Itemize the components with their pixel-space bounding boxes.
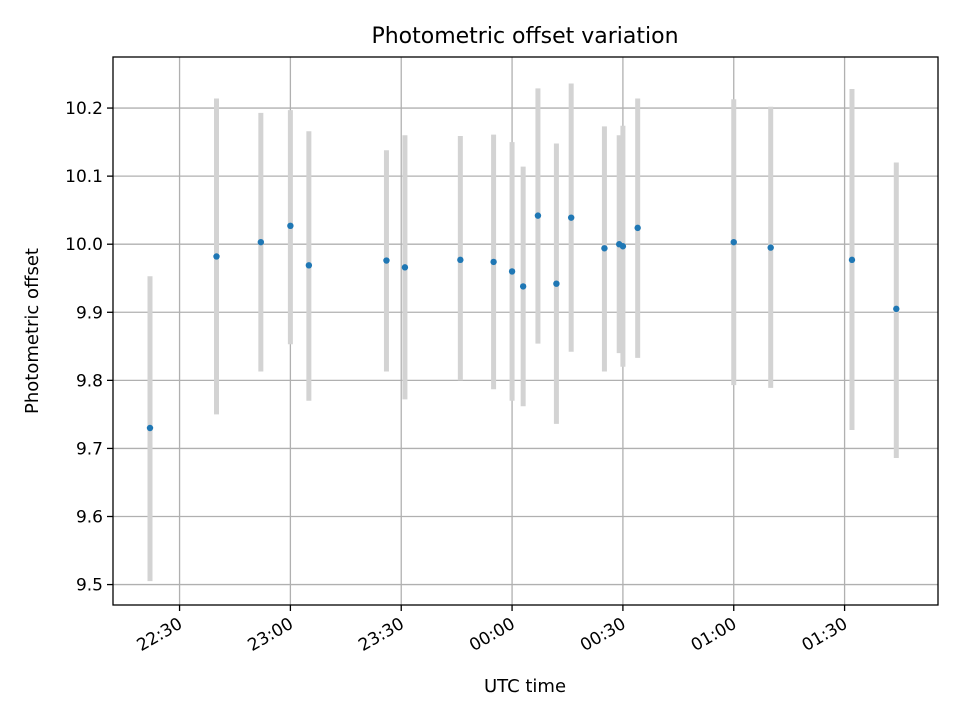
- data-point: [401, 264, 409, 271]
- data-point: [257, 238, 265, 246]
- plot-frame: [112, 56, 939, 606]
- y-axis-label: Photometric offset: [22, 248, 43, 414]
- data-point: [567, 214, 575, 221]
- y-tick-label: 10.0: [65, 235, 103, 255]
- data-point: [848, 256, 856, 264]
- data-point: [146, 424, 154, 432]
- data-point: [383, 257, 390, 264]
- x-axis-label: UTC time: [484, 676, 566, 697]
- y-axis-ticks: 9.5 9.6 9.7 9.8 9.9 10.0 10.1 10.2: [65, 99, 113, 596]
- y-tick-label: 9.7: [76, 439, 103, 459]
- data-point: [767, 244, 774, 251]
- data-point: [490, 258, 497, 266]
- y-tick-label: 9.6: [76, 508, 103, 528]
- data-point: [534, 212, 542, 219]
- y-tick-label: 9.8: [76, 371, 103, 391]
- data-point: [519, 283, 527, 290]
- y-tick-label: 10.2: [65, 99, 103, 119]
- y-tick-label: 9.5: [76, 576, 103, 596]
- data-point: [213, 253, 220, 260]
- data-point: [457, 256, 464, 264]
- y-tick-label: 9.9: [76, 303, 103, 323]
- data-point: [508, 268, 516, 275]
- data-point: [601, 245, 608, 252]
- data-point: [305, 262, 313, 269]
- chart-title: Photometric offset variation: [371, 24, 678, 49]
- data-point: [730, 238, 737, 246]
- y-tick-label: 10.1: [65, 167, 103, 187]
- data-point: [287, 222, 294, 230]
- data-point: [893, 305, 900, 313]
- data-points: [146, 212, 900, 432]
- data-point: [619, 243, 627, 250]
- data-point: [634, 224, 641, 232]
- data-point: [553, 280, 560, 287]
